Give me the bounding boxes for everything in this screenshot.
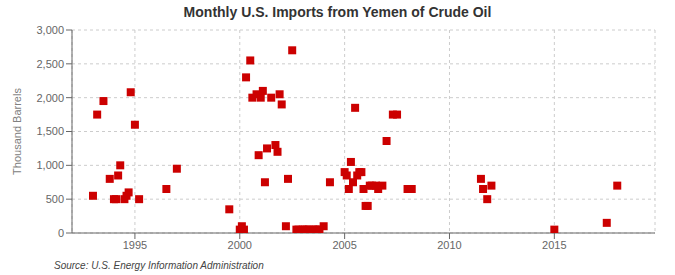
svg-text:2000: 2000 — [228, 239, 252, 251]
svg-text:2010: 2010 — [437, 239, 461, 251]
svg-text:1,500: 1,500 — [36, 125, 64, 137]
svg-text:Thousand Barrels: Thousand Barrels — [11, 88, 23, 175]
html-text:Source: U.S. Energy Informatio: Source: U.S. Energy Information Administ… — [54, 260, 264, 271]
svg-text:1,000: 1,000 — [36, 159, 64, 171]
svg-text:500: 500 — [46, 193, 64, 205]
svg-text:2015: 2015 — [542, 239, 566, 251]
svg-text:2,500: 2,500 — [36, 58, 64, 70]
svg-text:2,000: 2,000 — [36, 92, 64, 104]
html-text:Monthly U.S. Imports from Yeme: Monthly U.S. Imports from Yemen of Crude… — [183, 4, 492, 20]
svg-text:2005: 2005 — [332, 239, 356, 251]
svg-text:3,000: 3,000 — [36, 24, 64, 36]
svg-text:0: 0 — [58, 227, 64, 239]
svg-text:1995: 1995 — [123, 239, 147, 251]
